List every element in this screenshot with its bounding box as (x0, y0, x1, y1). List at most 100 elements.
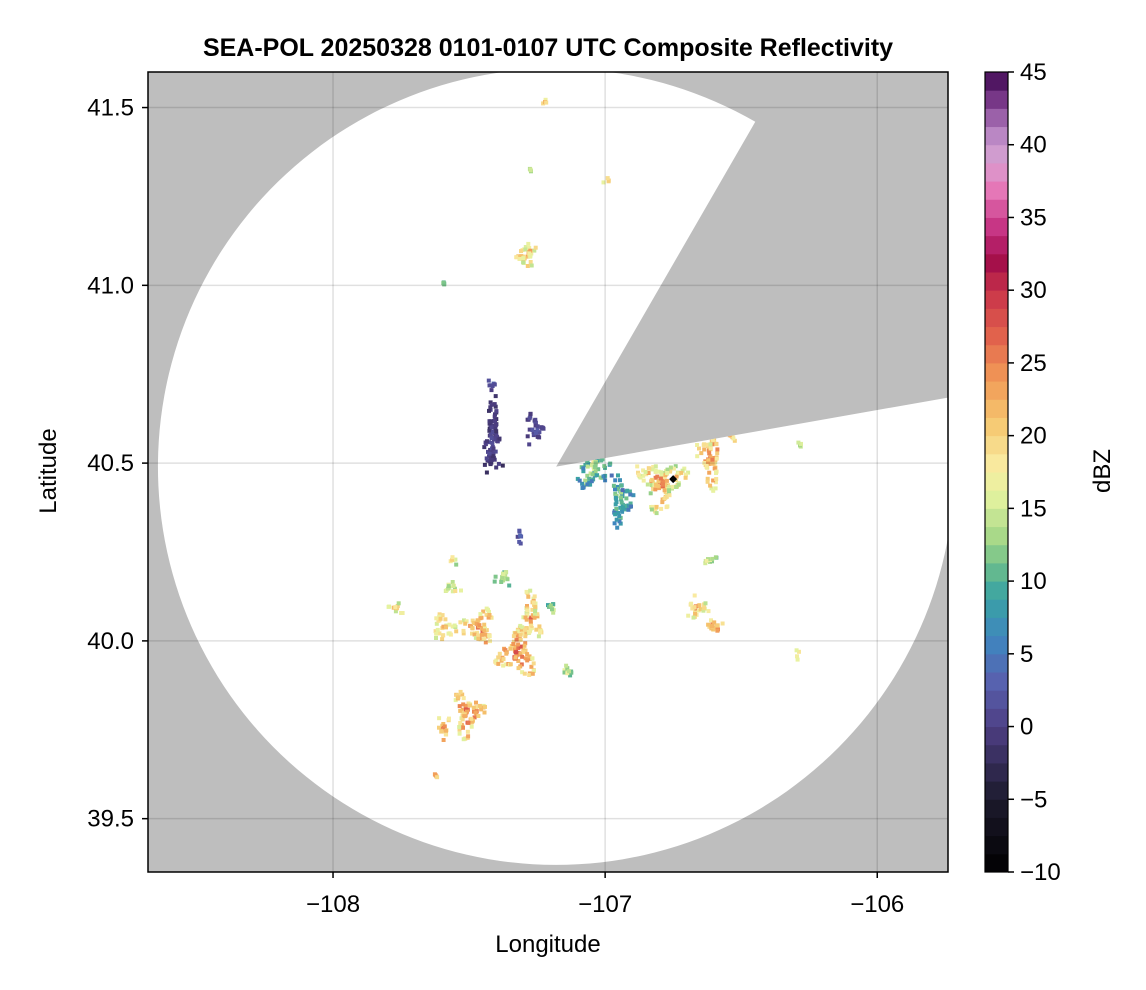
echo-pixel (487, 634, 492, 639)
echo-pixel (521, 260, 526, 265)
echo-pixel (441, 722, 446, 726)
echo-pixel (605, 176, 610, 181)
echo-pixel (466, 734, 471, 739)
echo-pixel (611, 483, 616, 488)
echo-pixel (617, 514, 622, 518)
echo-pixel (489, 425, 494, 430)
echo-pixel (643, 470, 648, 474)
echo-pixel (606, 178, 611, 183)
echo-pixel (535, 612, 540, 617)
echo-pixel (693, 611, 698, 616)
echo-pixel (705, 479, 710, 484)
echo-pixel (436, 618, 441, 623)
echo-pixel (699, 451, 704, 456)
echo-pixel (461, 631, 466, 636)
echo-pixel (645, 482, 650, 487)
echo-pixel (580, 481, 585, 486)
echo-pixel (434, 616, 439, 621)
echo-pixel (492, 419, 497, 424)
echo-pixel (651, 465, 656, 469)
colorbar-tick-label: 40 (1020, 132, 1047, 159)
echo-pixel (706, 609, 711, 614)
echo-pixel (525, 652, 530, 657)
echo-pixel (518, 623, 523, 628)
echo-pixel (474, 621, 479, 626)
echo-pixel (439, 729, 444, 734)
echo-pixel (677, 471, 681, 476)
echo-pixel (646, 471, 651, 475)
echo-cell (386, 601, 405, 615)
echo-pixel (530, 428, 535, 432)
echo-pixel (720, 621, 725, 626)
reflectivity-echoes (386, 97, 803, 780)
echo-pixel (532, 668, 536, 673)
echo-pixel (515, 633, 520, 638)
echo-pixel (471, 705, 476, 710)
plot-frame (147, 71, 949, 873)
echo-cell (518, 588, 544, 639)
colorbar-bin (985, 762, 1008, 782)
echo-pixel (795, 657, 800, 662)
echo-pixel (493, 412, 497, 417)
echo-pixel (614, 500, 619, 504)
echo-pixel (715, 451, 720, 456)
echo-pixel (660, 500, 665, 505)
echo-pixel (497, 651, 502, 656)
colorbar-bin (985, 490, 1008, 509)
echo-pixel (661, 482, 665, 487)
colorbar-tick-label: 15 (1020, 495, 1047, 522)
echo-pixel (446, 584, 451, 589)
echo-pixel (482, 622, 487, 627)
echo-pixel (476, 714, 481, 718)
echo-pixel (535, 424, 540, 429)
echo-pixel (730, 434, 735, 439)
echo-pixel (704, 463, 709, 468)
colorbar-bin (985, 399, 1008, 418)
echo-pixel (497, 436, 502, 441)
echo-pixel (616, 510, 620, 515)
echo-pixel (663, 473, 668, 478)
colorbar-bin (985, 417, 1008, 437)
echo-pixel (653, 464, 658, 469)
echo-pixel (577, 478, 582, 483)
colorbar-bin (985, 381, 1008, 400)
echo-pixel (512, 647, 517, 652)
colorbar-bin (985, 108, 1008, 128)
echo-pixel (701, 608, 706, 613)
echo-pixel (664, 478, 669, 483)
echo-pixel (500, 463, 505, 468)
echo-pixel (702, 447, 707, 452)
echo-pixel (714, 471, 718, 475)
echo-cell (601, 176, 611, 185)
echo-pixel (453, 698, 458, 703)
echo-pixel (492, 437, 496, 442)
echo-pixel (511, 642, 516, 646)
echo-pixel (440, 613, 445, 618)
echo-pixel (585, 473, 590, 478)
echo-pixel (620, 502, 625, 507)
echo-pixel (454, 562, 459, 567)
echo-pixel (590, 462, 594, 467)
echo-pixel (479, 632, 484, 637)
echo-pixel (464, 619, 469, 624)
echo-pixel (618, 478, 622, 483)
echo-pixel (533, 611, 537, 616)
colorbar-bin (985, 126, 1008, 146)
colorbar-tick-label: −5 (1020, 786, 1047, 813)
echo-pixel (613, 487, 617, 492)
echo-pixel (440, 637, 445, 642)
echo-pixel (682, 466, 687, 471)
echo-pixel (504, 651, 509, 656)
echo-pixel (695, 443, 700, 447)
echo-pixel (568, 673, 573, 678)
echo-pixel (487, 428, 492, 433)
echo-pixel (441, 624, 446, 629)
echo-pixel (714, 456, 719, 461)
echo-pixel (462, 618, 466, 623)
echo-pixel (626, 503, 631, 508)
echo-pixel (708, 483, 713, 488)
echo-pixel (523, 245, 528, 249)
echo-pixel (532, 594, 537, 599)
echo-pixel (692, 593, 697, 598)
colorbar-bin (985, 344, 1008, 364)
